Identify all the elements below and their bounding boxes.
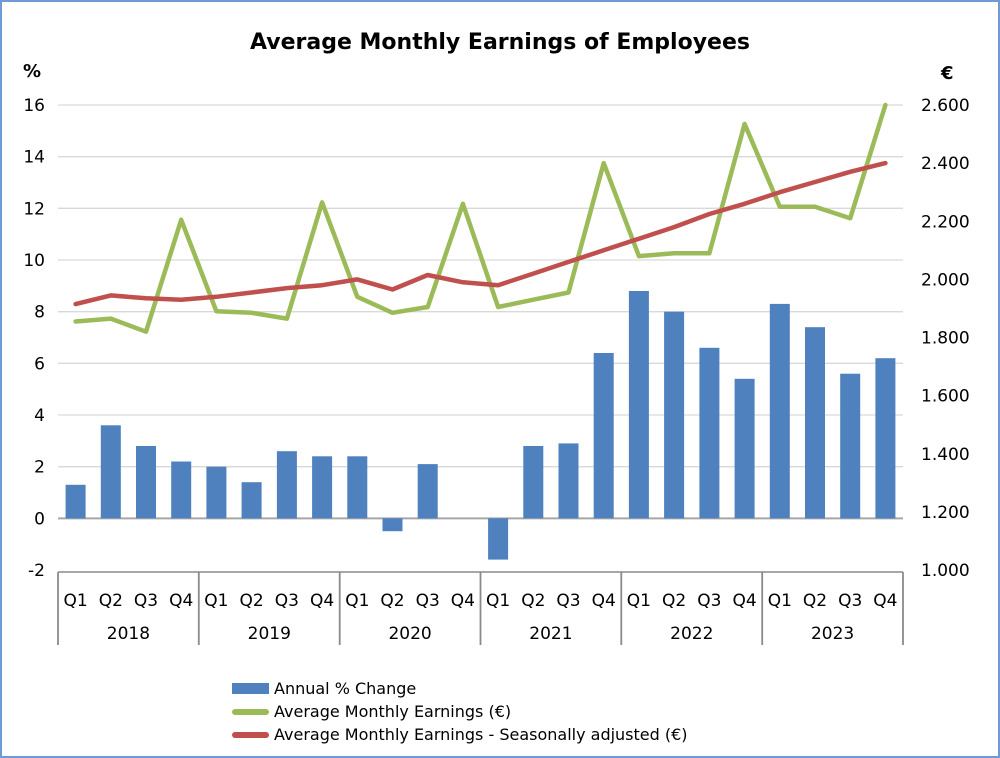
right-tick-1.600: 1.600	[921, 387, 970, 407]
bar-2019-Q2	[241, 482, 262, 519]
quarter-label-2023-Q4: Q4	[873, 591, 897, 611]
seasonally-adjusted-line	[73, 160, 888, 307]
left-tick-0: 0	[34, 509, 45, 529]
quarter-label-2021-Q2: Q2	[521, 591, 545, 611]
right-tick-2.000: 2.000	[921, 270, 970, 290]
year-label-2018: 2018	[107, 624, 150, 644]
line-swatch-icon	[232, 731, 269, 738]
year-label-2021: 2021	[529, 624, 572, 644]
bar-2018-Q2	[100, 425, 121, 519]
bar-2018-Q4	[171, 461, 192, 519]
quarter-label-2018-Q3: Q3	[134, 591, 158, 611]
quarter-label-2020-Q3: Q3	[416, 591, 440, 611]
quarter-label-2019-Q2: Q2	[239, 591, 263, 611]
legend-item-earnings: Average Monthly Earnings (€)	[232, 700, 688, 723]
legend-label-earnings-seasonal: Average Monthly Earnings - Seasonally ad…	[274, 725, 688, 744]
bar-2019-Q1	[206, 466, 227, 519]
quarter-label-2019-Q1: Q1	[204, 591, 228, 611]
quarter-label-2022-Q2: Q2	[662, 591, 686, 611]
bar-2022-Q1	[628, 291, 649, 519]
bar-2022-Q4	[734, 378, 755, 519]
quarter-label-2018-Q4: Q4	[169, 591, 193, 611]
chart-title: Average Monthly Earnings of Employees	[250, 30, 750, 55]
year-label-2020: 2020	[388, 624, 431, 644]
quarter-label-2018-Q1: Q1	[63, 591, 87, 611]
left-tick-14: 14	[23, 148, 45, 168]
year-label-2022: 2022	[670, 624, 713, 644]
legend-label-earnings: Average Monthly Earnings (€)	[274, 702, 512, 721]
left-tick--2: -2	[28, 561, 45, 581]
left-tick-6: 6	[34, 354, 45, 374]
bar-2022-Q2	[664, 311, 685, 519]
left-tick-8: 8	[34, 303, 45, 323]
quarter-label-2022-Q4: Q4	[732, 591, 756, 611]
bar-2022-Q3	[699, 347, 720, 519]
right-tick-2.600: 2.600	[921, 96, 970, 116]
year-label-2023: 2023	[811, 624, 854, 644]
bar-2020-Q1	[347, 456, 368, 519]
bar-2019-Q4	[312, 456, 333, 519]
right-tick-1.400: 1.400	[921, 445, 970, 465]
year-label-2019: 2019	[248, 624, 291, 644]
quarter-label-2023-Q3: Q3	[838, 591, 862, 611]
bar-2021-Q1	[488, 518, 509, 560]
left-tick-10: 10	[23, 251, 45, 271]
bar-2021-Q4	[593, 353, 614, 519]
quarter-label-2018-Q2: Q2	[99, 591, 123, 611]
quarter-label-2023-Q1: Q1	[768, 591, 792, 611]
quarter-label-2021-Q3: Q3	[556, 591, 580, 611]
bar-2020-Q3	[417, 464, 438, 519]
quarter-label-2021-Q4: Q4	[592, 591, 616, 611]
legend: Annual % Change Average Monthly Earnings…	[232, 677, 688, 746]
bar-2018-Q3	[136, 446, 156, 519]
bar-2023-Q3	[840, 373, 861, 519]
bar-2018-Q1	[65, 484, 86, 519]
right-tick-1.200: 1.200	[921, 503, 970, 523]
line-swatch-icon	[232, 708, 269, 715]
right-tick-2.200: 2.200	[921, 212, 970, 232]
quarter-label-2020-Q4: Q4	[451, 591, 475, 611]
legend-item-earnings-seasonal: Average Monthly Earnings - Seasonally ad…	[232, 723, 688, 746]
right-axis-unit: €	[941, 63, 954, 84]
left-tick-2: 2	[34, 458, 45, 478]
left-tick-12: 12	[23, 199, 45, 219]
quarter-label-2020-Q1: Q1	[345, 591, 369, 611]
bar-2021-Q3	[558, 443, 579, 519]
left-axis-unit: %	[23, 61, 42, 82]
quarter-label-2019-Q4: Q4	[310, 591, 334, 611]
quarter-label-2023-Q2: Q2	[803, 591, 827, 611]
quarter-label-2019-Q3: Q3	[275, 591, 299, 611]
right-tick-2.400: 2.400	[921, 154, 970, 174]
right-tick-1.000: 1.000	[921, 561, 970, 581]
bar-2020-Q2	[382, 518, 403, 532]
bar-2023-Q4	[875, 358, 896, 519]
quarter-label-2021-Q1: Q1	[486, 591, 510, 611]
quarter-label-2022-Q3: Q3	[697, 591, 721, 611]
bar-2021-Q2	[523, 446, 544, 519]
right-tick-1.800: 1.800	[921, 329, 970, 349]
left-tick-16: 16	[23, 96, 45, 116]
bar-swatch-icon	[232, 683, 269, 694]
left-tick-4: 4	[34, 406, 45, 426]
bar-2023-Q1	[769, 303, 790, 519]
bar-2023-Q2	[805, 327, 825, 519]
legend-item-annual-change: Annual % Change	[232, 677, 688, 700]
quarter-label-2022-Q1: Q1	[627, 591, 651, 611]
legend-label-annual-change: Annual % Change	[274, 679, 417, 698]
bar-2019-Q3	[276, 451, 297, 519]
quarter-label-2020-Q2: Q2	[380, 591, 404, 611]
